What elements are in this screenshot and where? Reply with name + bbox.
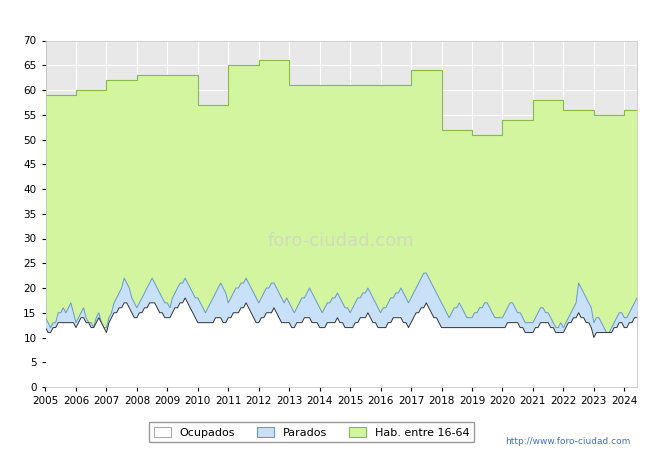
Legend: Ocupados, Parados, Hab. entre 16-64: Ocupados, Parados, Hab. entre 16-64 — [150, 423, 474, 442]
Text: Cubo de Bureba - Evolucion de la poblacion en edad de Trabajar Mayo de 2024: Cubo de Bureba - Evolucion de la poblaci… — [61, 12, 589, 24]
Text: http://www.foro-ciudad.com: http://www.foro-ciudad.com — [505, 436, 630, 446]
Text: foro-ciudad.com: foro-ciudad.com — [268, 233, 415, 251]
